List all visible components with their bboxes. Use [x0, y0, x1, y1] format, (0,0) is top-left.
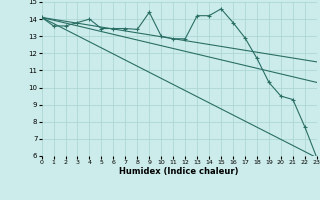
X-axis label: Humidex (Indice chaleur): Humidex (Indice chaleur) — [119, 167, 239, 176]
